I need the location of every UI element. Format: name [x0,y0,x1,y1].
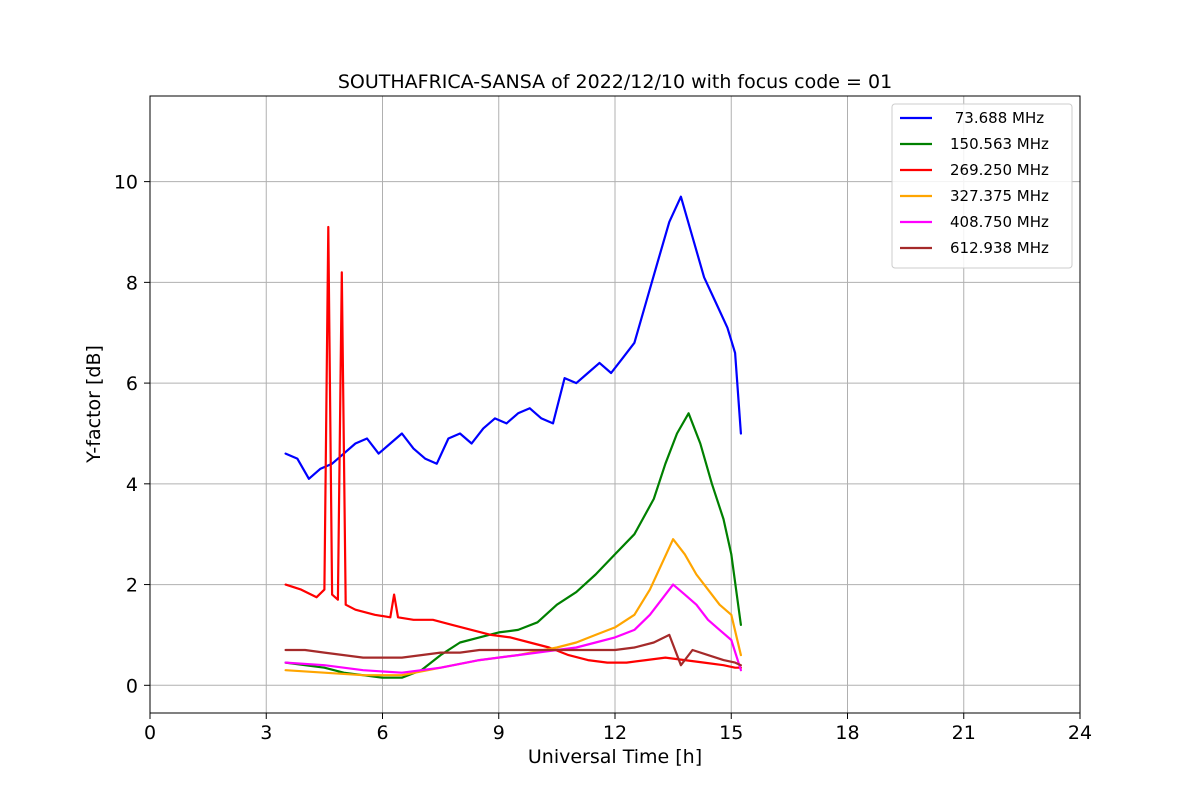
legend-label: 612.938 MHz [950,239,1049,257]
legend-label: 150.563 MHz [950,135,1049,153]
series-layer [284,195,743,679]
x-tick-label: 18 [835,722,859,744]
x-tick-label: 15 [719,722,743,744]
legend-label: 408.750 MHz [950,213,1049,231]
y-tick-label: 0 [126,675,138,697]
series-line-0 [284,195,743,480]
series-line-3 [284,538,743,677]
y-tick-label: 8 [126,272,138,294]
series-line-2 [284,225,743,669]
x-tick-label: 9 [493,722,505,744]
x-tick-label: 21 [952,722,976,744]
legend: 73.688 MHz 150.563 MHz 269.250 MHz 327.375 … [891,103,1073,269]
y-tick-label: 4 [126,474,138,496]
y-tick-label: 6 [126,373,138,395]
y-tick-label: 2 [126,575,138,597]
y-axis-label: Y-factor [dB] [83,345,105,464]
legend-box [891,103,1073,269]
series-line-4 [284,583,743,674]
legend-label: 73.688 MHz [950,109,1044,127]
x-tick-label: 6 [376,722,388,744]
legend-label: 327.375 MHz [950,187,1049,205]
y-tick-label: 10 [114,172,138,194]
x-tick-label: 0 [144,722,156,744]
series-line-1 [284,412,743,679]
series-line-5 [284,633,743,667]
x-axis-label: Universal Time [h] [528,746,702,768]
legend-label: 269.250 MHz [950,161,1049,179]
x-tick-label: 24 [1068,722,1092,744]
x-tick-label: 3 [260,722,272,744]
chart-title: SOUTHAFRICA-SANSA of 2022/12/10 with foc… [338,71,892,93]
x-tick-label: 12 [603,722,627,744]
